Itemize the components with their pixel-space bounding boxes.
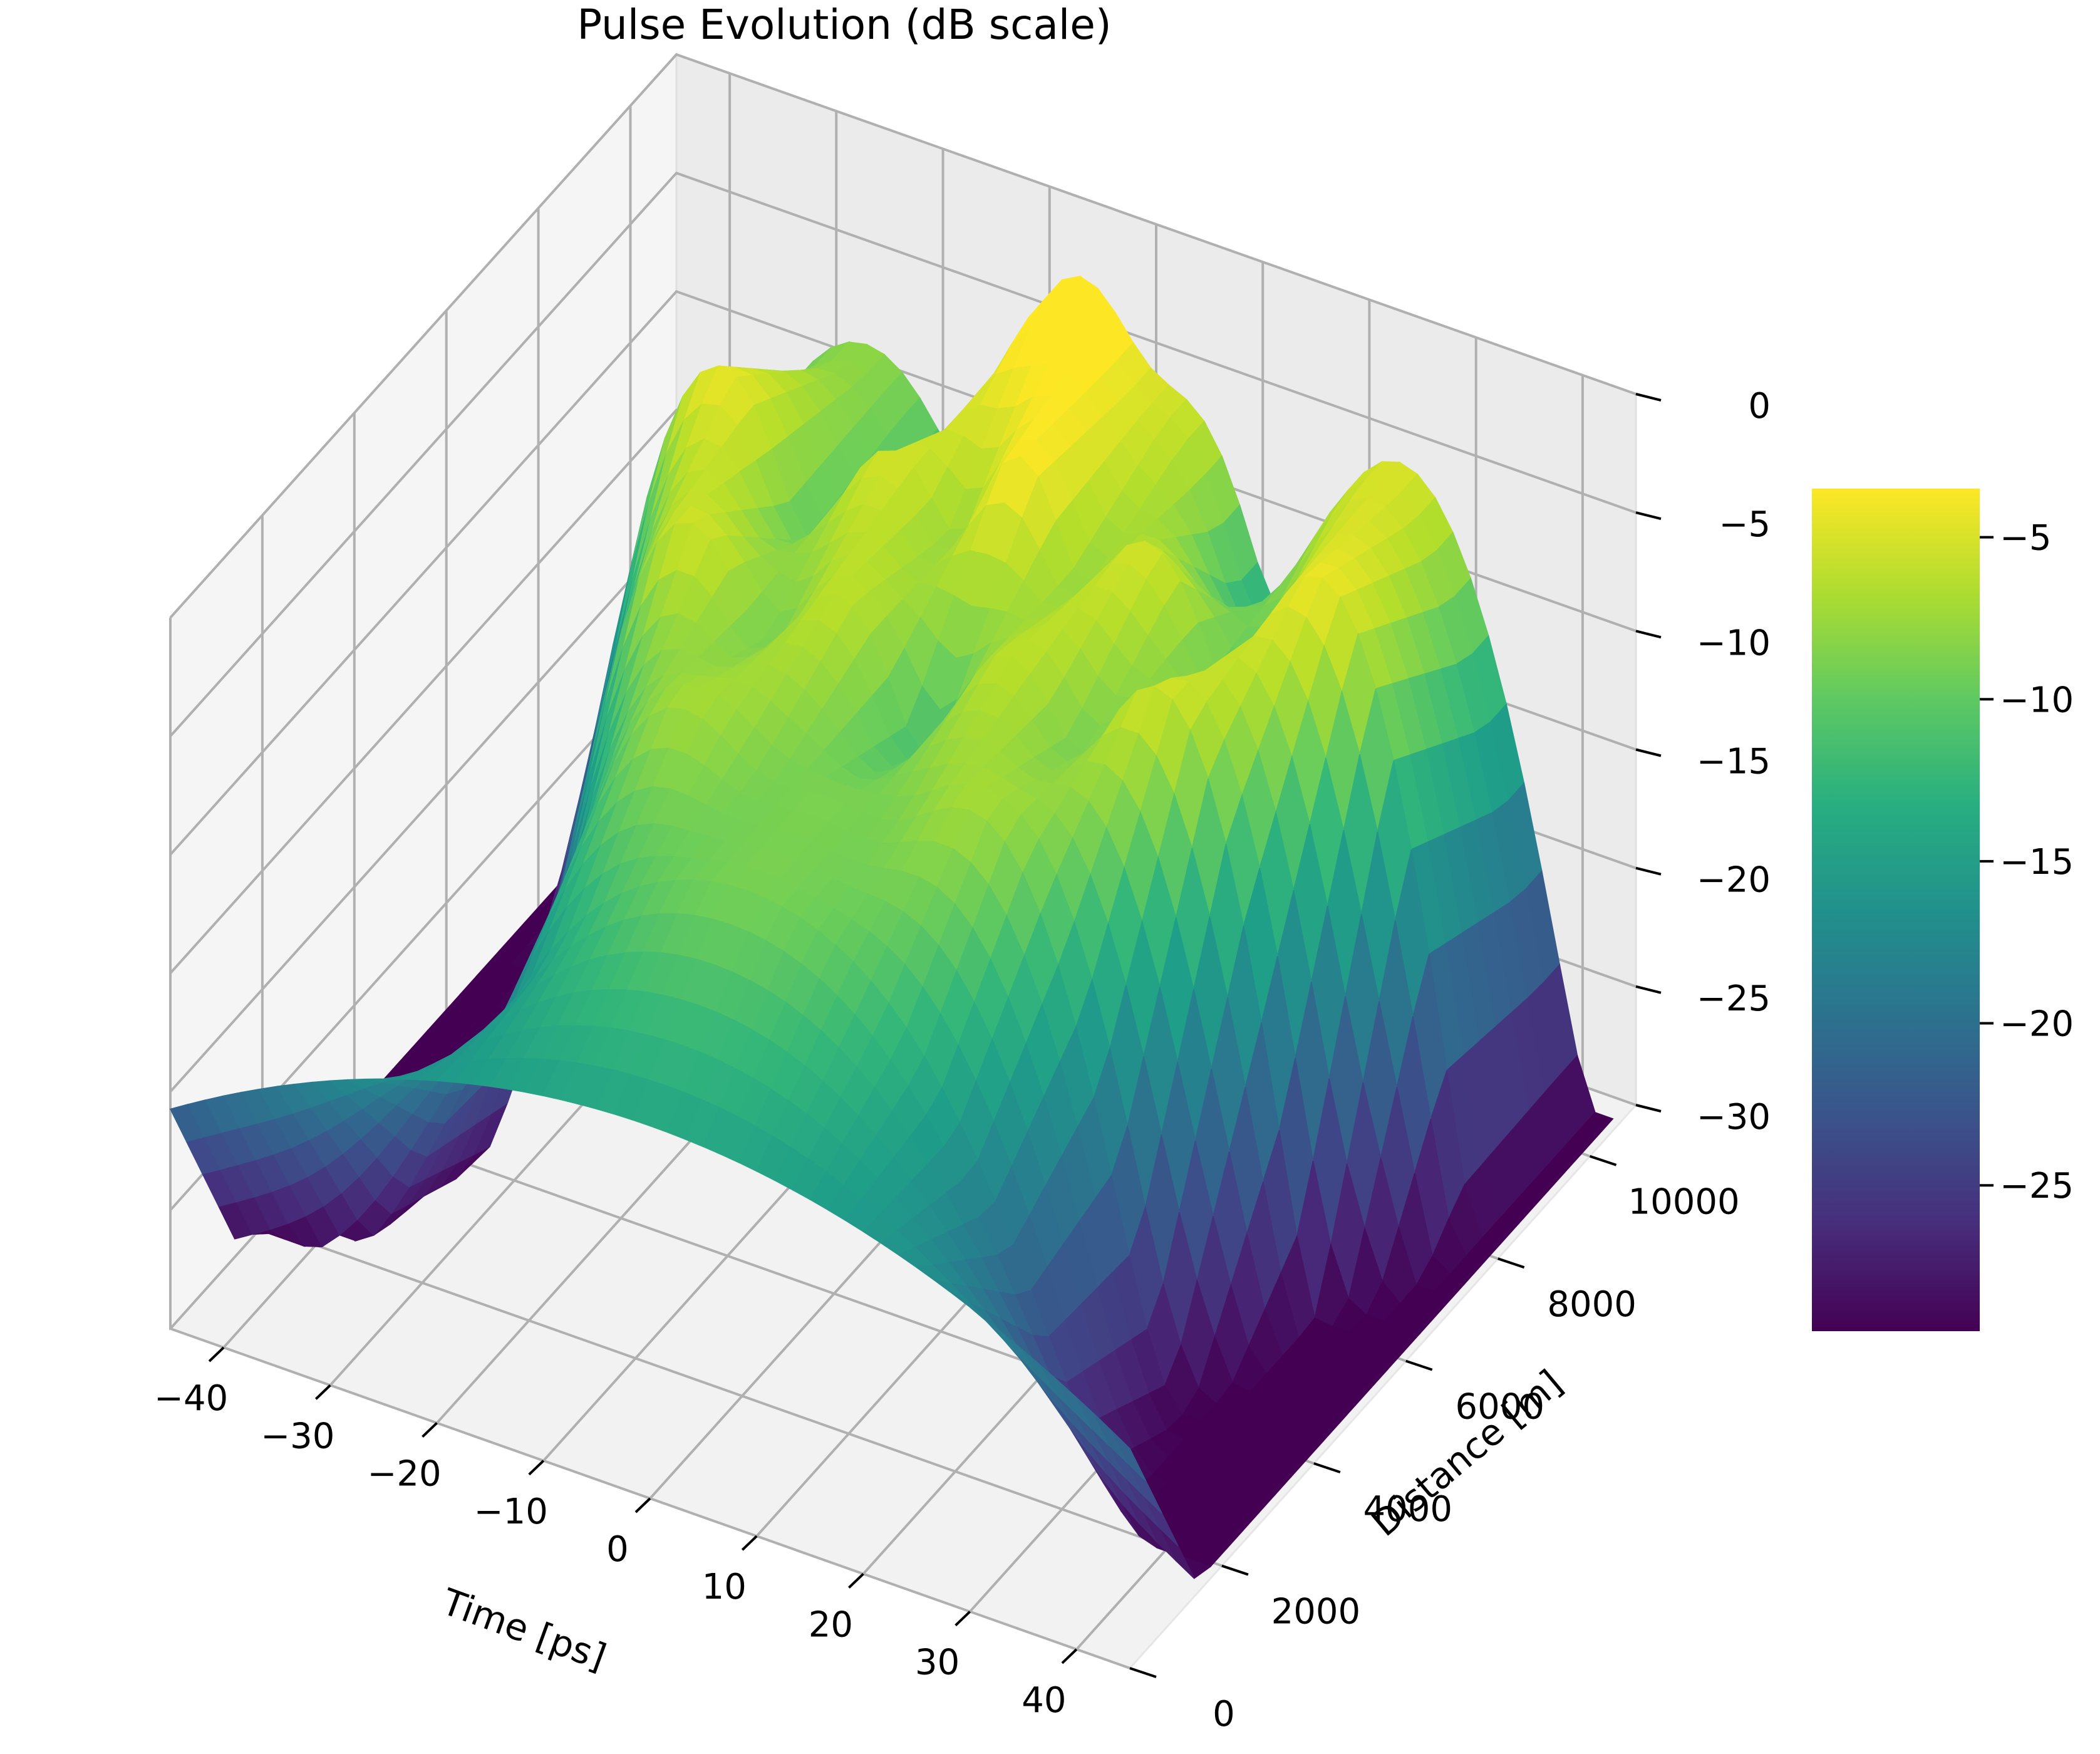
colorbar-tick-label: −5 bbox=[2000, 518, 2052, 559]
x-tick-mark bbox=[208, 1346, 225, 1362]
x-axis-title: Time [ps] bbox=[436, 1580, 611, 1679]
colorbar-tick-label: −15 bbox=[2000, 842, 2074, 883]
y-tick-mark bbox=[1589, 1155, 1617, 1166]
z-tick-mark bbox=[1635, 748, 1662, 757]
z-tick-mark bbox=[1635, 1104, 1662, 1113]
y-tick-mark bbox=[1497, 1257, 1525, 1269]
y-tick-mark bbox=[1221, 1564, 1249, 1576]
z-tick-mark bbox=[1635, 866, 1662, 876]
y-tick-label: 0 bbox=[1213, 1694, 1235, 1735]
x-tick-mark bbox=[741, 1535, 758, 1551]
colorbar: −25 −20 −15 −10 −5 bbox=[1812, 489, 2074, 1331]
x-tick-mark bbox=[528, 1460, 545, 1476]
axis-ticks: −40 −30 −20 −10 0 10 20 30 40 0 2000 4000 6000 8000 10… bbox=[154, 386, 1771, 1735]
x-tick-mark bbox=[422, 1422, 438, 1438]
y-tick-mark bbox=[1129, 1667, 1157, 1678]
x-tick-label: −40 bbox=[154, 1378, 228, 1419]
y-tick-label: 2000 bbox=[1271, 1592, 1361, 1632]
z-tick-label: −15 bbox=[1697, 742, 1771, 782]
z-tick-mark bbox=[1635, 985, 1662, 994]
x-tick-label: 10 bbox=[702, 1567, 747, 1607]
y-tick-label: 4000 bbox=[1363, 1489, 1453, 1530]
grid-line-level bbox=[169, 171, 1637, 737]
grid-line-level bbox=[169, 53, 1637, 619]
chart-title: Pulse Evolution (dB scale) bbox=[577, 1, 1111, 49]
x-tick-label: 40 bbox=[1022, 1680, 1066, 1721]
z-tick-label: −5 bbox=[1719, 504, 1771, 545]
colorbar-tick-label: −10 bbox=[2000, 680, 2074, 720]
y-tick-mark bbox=[1405, 1359, 1433, 1371]
z-tick-label: −20 bbox=[1697, 860, 1771, 901]
z-tick-mark bbox=[1635, 393, 1662, 402]
x-tick-mark bbox=[1061, 1648, 1078, 1664]
z-tick-mark bbox=[1635, 630, 1662, 639]
x-tick-label: 0 bbox=[606, 1529, 629, 1570]
y-tick-mark bbox=[1313, 1462, 1341, 1473]
colorbar-gradient bbox=[1812, 489, 1980, 1331]
x-tick-label: −20 bbox=[367, 1454, 441, 1495]
colorbar-tick-label: −20 bbox=[2000, 1004, 2074, 1045]
x-tick-mark bbox=[954, 1611, 971, 1627]
surface-patch bbox=[1111, 1431, 1147, 1482]
y-tick-label: 8000 bbox=[1547, 1284, 1637, 1325]
x-tick-label: 30 bbox=[915, 1642, 959, 1683]
z-tick-mark bbox=[1635, 511, 1662, 521]
surface-plot bbox=[169, 275, 1614, 1579]
x-tick-mark bbox=[848, 1572, 864, 1589]
z-tick-label: −10 bbox=[1697, 623, 1771, 663]
z-tick-label: −30 bbox=[1697, 1097, 1771, 1138]
y-tick-label: 6000 bbox=[1455, 1387, 1544, 1428]
z-tick-label: −25 bbox=[1697, 978, 1771, 1019]
x-tick-label: 20 bbox=[809, 1604, 853, 1645]
x-tick-label: −10 bbox=[474, 1492, 548, 1532]
z-tick-label: 0 bbox=[1748, 386, 1771, 427]
x-tick-label: −30 bbox=[261, 1416, 334, 1456]
y-tick-label: 10000 bbox=[1628, 1182, 1739, 1223]
x-tick-mark bbox=[314, 1384, 331, 1400]
x-tick-mark bbox=[634, 1497, 651, 1513]
colorbar-tick-label: −25 bbox=[2000, 1166, 2074, 1207]
grid-line-level bbox=[169, 289, 1637, 856]
